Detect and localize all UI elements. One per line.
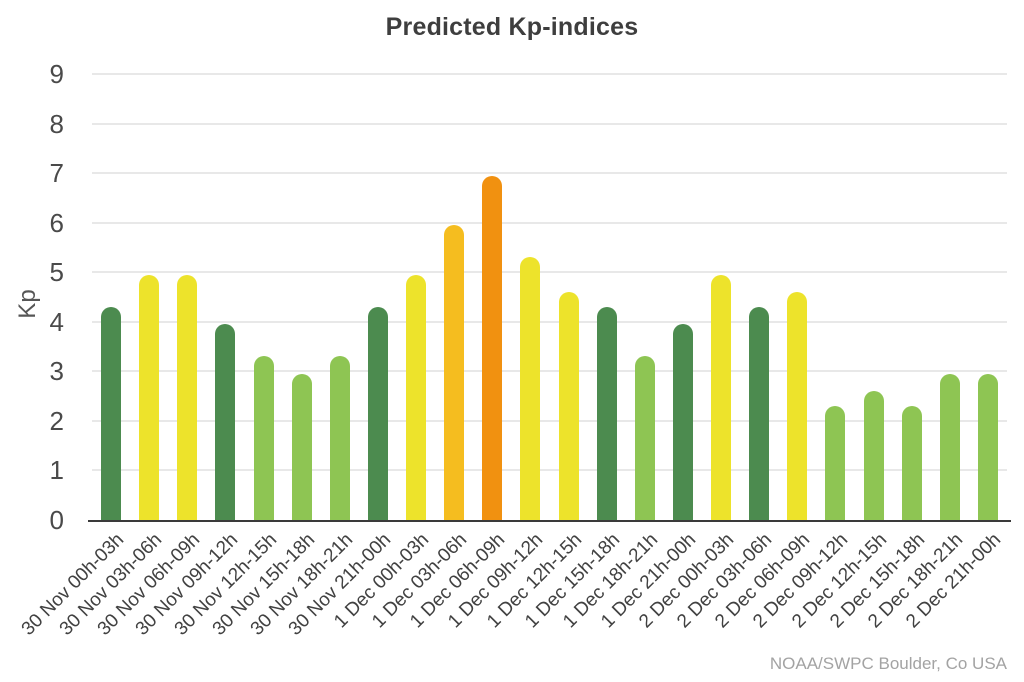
- bar-slot: [778, 74, 816, 520]
- kp-bar-30 Nov 06h-09h: [177, 274, 198, 520]
- y-tick-label-2: 2: [49, 405, 64, 436]
- bar-slot: [359, 74, 397, 520]
- gridline-4: [92, 320, 1007, 323]
- kp-bar-30 Nov 18h-21h: [329, 356, 350, 520]
- y-tick-label-4: 4: [49, 306, 64, 337]
- bar-slot: [893, 74, 931, 520]
- bars-row: [92, 74, 1007, 520]
- y-tick-label-8: 8: [49, 108, 64, 139]
- kp-bar-2 Dec 21h-00h: [977, 373, 998, 520]
- bar-slot: [168, 74, 206, 520]
- bar-slot: [855, 74, 893, 520]
- gridline-9: [92, 73, 1007, 75]
- bar-slot: [588, 74, 626, 520]
- y-tick-label-0: 0: [49, 505, 64, 535]
- kp-bar-30 Nov 21h-00h: [367, 306, 388, 520]
- bar-slot: [473, 74, 511, 520]
- bar-slot: [130, 74, 168, 520]
- bar-slot: [92, 74, 130, 520]
- bar-slot: [283, 74, 321, 520]
- chart-title: Predicted Kp-indices: [385, 13, 639, 41]
- bar-slot: [550, 74, 588, 520]
- kp-bar-2 Dec 12h-15h: [863, 391, 884, 520]
- gridline-8: [92, 122, 1007, 125]
- kp-bar-30 Nov 15h-18h: [291, 373, 312, 520]
- kp-bar-1 Dec 18h-21h: [634, 356, 655, 520]
- y-tick-label-3: 3: [49, 356, 64, 387]
- kp-bar-2 Dec 06h-09h: [787, 292, 808, 520]
- kp-bar-1 Dec 06h-09h: [482, 175, 503, 520]
- bar-slot: [664, 74, 702, 520]
- bar-slot: [931, 74, 969, 520]
- kp-bar-2 Dec 03h-06h: [749, 306, 770, 520]
- bar-slot: [511, 74, 549, 520]
- gridline-6: [92, 221, 1007, 224]
- gridline-5: [92, 271, 1007, 274]
- gridline-1: [92, 469, 1007, 472]
- kp-bar-2 Dec 09h-12h: [825, 406, 846, 520]
- y-tick-label-7: 7: [49, 158, 64, 189]
- bar-slot: [740, 74, 778, 520]
- kp-bar-30 Nov 00h-03h: [101, 306, 122, 520]
- gridline-7: [92, 172, 1007, 175]
- x-axis-line: [88, 520, 1011, 522]
- bar-slot: [435, 74, 473, 520]
- y-tick-label-5: 5: [49, 257, 64, 288]
- bar-slot: [626, 74, 664, 520]
- kp-bar-2 Dec 18h-21h: [939, 373, 960, 520]
- kp-bar-1 Dec 03h-06h: [444, 225, 465, 520]
- y-tick-label-1: 1: [49, 455, 64, 486]
- kp-bar-2 Dec 15h-18h: [901, 406, 922, 520]
- bar-slot: [702, 74, 740, 520]
- kp-bar-1 Dec 12h-15h: [558, 292, 579, 520]
- y-tick-label-9: 9: [49, 59, 64, 89]
- kp-bar-1 Dec 09h-12h: [520, 257, 541, 520]
- attribution-text: NOAA/SWPC Boulder, Co USA: [769, 654, 1007, 673]
- bar-slot: [816, 74, 854, 520]
- kp-bar-30 Nov 09h-12h: [215, 324, 236, 520]
- bar-slot: [321, 74, 359, 520]
- y-tick-label-6: 6: [49, 207, 64, 238]
- kp-bar-30 Nov 12h-15h: [253, 356, 274, 520]
- bar-slot: [969, 74, 1007, 520]
- kp-bar-1 Dec 21h-00h: [672, 324, 693, 520]
- kp-bar-1 Dec 00h-03h: [406, 274, 427, 520]
- kp-bar-2 Dec 00h-03h: [711, 274, 732, 520]
- gridline-2: [92, 419, 1007, 422]
- bar-slot: [206, 74, 244, 520]
- plot-area: [88, 73, 1011, 522]
- bar-slot: [397, 74, 435, 520]
- gridline-3: [92, 370, 1007, 373]
- kp-bar-1 Dec 15h-18h: [596, 306, 617, 520]
- bar-slot: [245, 74, 283, 520]
- kp-bar-30 Nov 03h-06h: [139, 274, 160, 520]
